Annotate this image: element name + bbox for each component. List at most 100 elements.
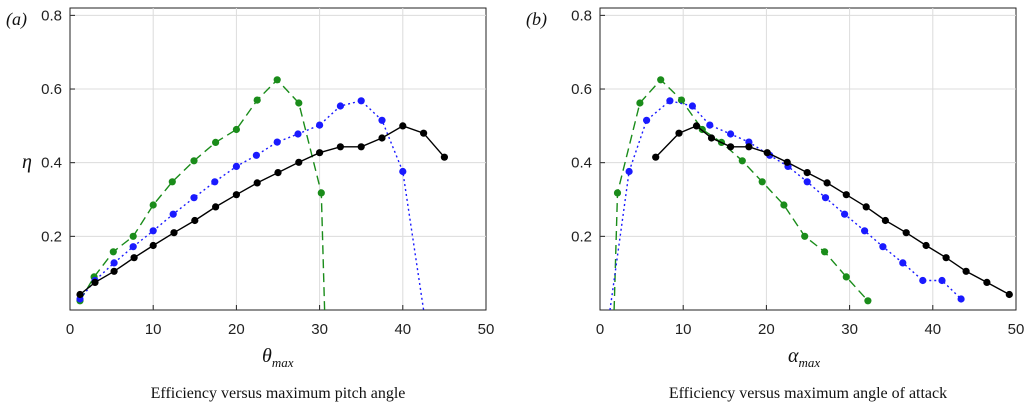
panel-b-series-1-point (666, 97, 674, 105)
panel-a-series-1-point (273, 138, 281, 146)
panel-b-series-1-point (957, 295, 965, 303)
panel-b-x-tick-label: 50 (1008, 321, 1025, 338)
panel-a-series-0-point (232, 125, 240, 134)
panel-a-series-0-point (253, 96, 261, 104)
panel-a-series-1-point (110, 259, 118, 267)
panel-b-series-2-point (1005, 290, 1013, 299)
panel-b-ticks: 0 10 20 30 40 50 0.2 0.4 0.6 0.8 (571, 7, 1024, 338)
panel-b-series-2-point (727, 143, 735, 151)
panel-a-series-1-point (169, 210, 177, 218)
panel-a-series-0-point (273, 76, 281, 84)
panel-a-series-2-point (316, 149, 324, 157)
panel-a-series-2-point (149, 241, 157, 250)
panel-a-grid (70, 8, 486, 310)
panel-a-series-0-line (79, 78, 326, 311)
panel-a-y-axis-label: η (22, 151, 32, 173)
panel-b-series-0-point (864, 297, 872, 305)
panel-a-series-1-point (336, 102, 344, 110)
panel-a-series-1-point (252, 151, 260, 159)
panel-a-caption: Efficiency versus maximum pitch angle (151, 385, 406, 402)
panel-b: (b) αmax Efficiency versus maximum angle… (526, 7, 1024, 402)
panel-b-series-2-point (862, 203, 870, 211)
panel-b-caption: Efficiency versus maximum angle of attac… (669, 385, 947, 402)
panel-b-series-1 (609, 97, 965, 311)
panel-a-series-1-point (149, 227, 157, 235)
panel-a-y-tick-label: 0.4 (41, 155, 62, 172)
panel-a-series-2-point (378, 134, 386, 142)
panel-b-series-1-point (643, 116, 651, 124)
panel-a-series-2-point (399, 122, 407, 130)
panel-b-series-2-point (692, 122, 701, 130)
panel-b-series-1-point (727, 130, 735, 138)
panel-a-series-2-point (440, 153, 448, 161)
panel-b-series-2-point (783, 158, 791, 166)
panel-b-y-tick-label: 0.4 (571, 155, 592, 172)
panel-b-x-tick-label: 10 (675, 321, 692, 338)
panel-b-series-2-point (983, 278, 991, 286)
panel-b-series-0 (613, 76, 872, 311)
panel-a-series-1-point (399, 167, 407, 176)
panel-a-series-2-point (91, 278, 99, 286)
panel-a-series-0-point (190, 157, 198, 165)
panel-b-series-0-point (780, 201, 788, 209)
panel-a-series-0-point (317, 189, 325, 197)
panel-b-series-1-point (688, 102, 697, 110)
panel-a-y-tick-label: 0.6 (41, 81, 62, 98)
panel-a-series-0-point (295, 99, 303, 107)
panel-b-series-2-point (881, 216, 890, 225)
panel-a-series-2-point (191, 216, 199, 225)
panel-b-series-1-point (938, 276, 946, 285)
panel-a-x-tick-label: 30 (311, 321, 328, 338)
panel-b-series-2-point (763, 149, 771, 157)
panel-a-series-1-point (316, 121, 324, 129)
panel-b-frame (599, 7, 1017, 311)
panel-b-series-0-point (821, 248, 829, 256)
panel-a-series-2-point (357, 143, 365, 151)
panel-b-series-1-point (899, 259, 907, 267)
panel-b-series-1-point (625, 167, 633, 176)
panel-a-series-1-point (190, 194, 198, 202)
panel-b-series-1-point (841, 210, 849, 218)
panel-b-series-0-point (636, 99, 644, 107)
panel-b-series-0-point (657, 76, 665, 84)
panel-a-series-2-point (76, 290, 84, 299)
panel-b-series-0-point (801, 232, 809, 240)
panel-b-series-0-line (613, 78, 869, 311)
panel-a-x-tick-label: 20 (228, 321, 245, 338)
panel-b-series-0-point (758, 178, 766, 186)
panel-b-label: (b) (526, 9, 547, 30)
panel-b-series-1-point (919, 276, 927, 285)
panel-a-x-tick-label: 50 (478, 321, 495, 338)
panel-b-series-2-point (902, 229, 910, 237)
panel-b-series-0-point (677, 96, 686, 104)
panel-b-x-tick-label: 40 (924, 321, 941, 338)
panel-a-x-tick-label: 40 (394, 321, 411, 338)
panel-a-series-1 (76, 97, 425, 311)
panel-a-series-1-point (211, 178, 219, 186)
panel-b-x-tick-label: 30 (841, 321, 858, 338)
panel-b-series-2-point (823, 179, 831, 187)
panel-b-series-0-point (613, 189, 622, 197)
panel-b-grid (600, 8, 1016, 310)
panel-a-series-1-point (294, 130, 302, 138)
panel-a-x-axis-label: θmax (262, 345, 294, 370)
panel-a-x-tick-label: 10 (145, 321, 162, 338)
panel-b-series-2-point (942, 254, 950, 262)
panel-a-series-0-point (149, 201, 157, 209)
panel-a-x-tick-label: 0 (66, 321, 74, 338)
panel-a-series-2-point (295, 158, 303, 166)
panel-a-series-0-point (168, 178, 176, 186)
panel-a-series-1-line (79, 100, 425, 311)
panel-a-series-2-point (274, 169, 282, 177)
panel-a-series-0-point (212, 138, 220, 146)
panel-b-series-0-point (738, 157, 746, 165)
panel-b-series-1-point (803, 178, 811, 186)
panel-b-series-2-point (922, 241, 930, 250)
panel-a-series-1-point (357, 97, 365, 105)
panel-a-frame (69, 7, 487, 311)
panel-a-y-tick-label: 0.8 (41, 7, 62, 24)
panel-b-series-2-point (745, 143, 753, 151)
panel-b-series-0-point (842, 273, 850, 281)
panel-b-y-tick-label: 0.6 (571, 81, 592, 98)
